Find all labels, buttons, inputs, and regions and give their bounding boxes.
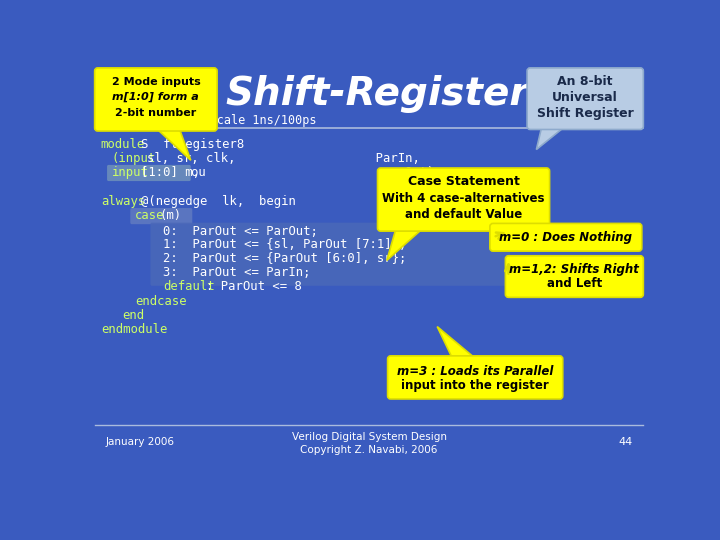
Text: 2:  ParOut <= {ParOut [6:0], sr};: 2: ParOut <= {ParOut [6:0], sr}; [163, 252, 406, 265]
FancyBboxPatch shape [150, 222, 510, 286]
FancyBboxPatch shape [107, 165, 191, 181]
FancyBboxPatch shape [490, 224, 642, 251]
Text: @(negedge  lk,  begin: @(negedge lk, begin [141, 195, 296, 208]
Text: m=3 : Loads its Parallel: m=3 : Loads its Parallel [397, 364, 554, 378]
Text: Copyright Z. Navabi, 2006: Copyright Z. Navabi, 2006 [300, 445, 438, 455]
Text: Shift-Register: Shift-Register [225, 75, 528, 113]
FancyBboxPatch shape [130, 208, 192, 224]
Text: January 2006: January 2006 [106, 437, 174, 447]
Text: m[1:0] form a: m[1:0] form a [112, 92, 199, 102]
Text: 44: 44 [618, 437, 632, 447]
Text: default: default [163, 280, 215, 293]
Text: (input: (input [112, 152, 156, 165]
Text: m=1,2: Shifts Right: m=1,2: Shifts Right [510, 263, 639, 276]
Text: With 4 case-alternatives: With 4 case-alternatives [382, 192, 545, 205]
Text: 1:  ParOut <= {sl, ParOut [7:1]};: 1: ParOut <= {sl, ParOut [7:1]}; [163, 239, 406, 252]
Text: case: case [135, 209, 164, 222]
FancyBboxPatch shape [387, 356, 563, 399]
Text: always: always [101, 195, 145, 208]
Text: An 8-bit: An 8-bit [557, 75, 613, 88]
Text: Verilog Digital System Design: Verilog Digital System Design [292, 433, 446, 442]
Text: endmodule: endmodule [101, 323, 167, 336]
Text: ou                         arOut);: ou arOut); [191, 166, 441, 179]
Text: 0:  ParOut <= ParOut;: 0: ParOut <= ParOut; [163, 225, 318, 238]
Text: `timescale 1ns/100ps: `timescale 1ns/100ps [174, 113, 316, 127]
FancyBboxPatch shape [377, 168, 549, 231]
Text: Universal: Universal [552, 91, 618, 104]
Polygon shape [387, 228, 423, 260]
Text: 3:  ParOut <= ParIn;: 3: ParOut <= ParIn; [163, 266, 310, 279]
Polygon shape [437, 327, 476, 359]
Text: Case Statement: Case Statement [408, 176, 520, 188]
Text: 2 Mode inputs: 2 Mode inputs [112, 77, 200, 87]
Text: and Left: and Left [546, 277, 602, 290]
FancyBboxPatch shape [94, 68, 217, 131]
Text: : ParOut <= 8: : ParOut <= 8 [206, 280, 302, 293]
FancyBboxPatch shape [505, 256, 644, 298]
Text: and default Value: and default Value [405, 208, 522, 221]
Text: [1:0] m,: [1:0] m, [141, 166, 200, 179]
Text: input: input [112, 166, 148, 179]
Text: end: end [122, 309, 145, 322]
FancyBboxPatch shape [527, 68, 644, 130]
Text: Shift Register: Shift Register [537, 107, 634, 120]
Text: 2-bit number: 2-bit number [115, 107, 197, 118]
Text: endcase: endcase [135, 295, 186, 308]
Text: (m): (m) [160, 209, 182, 222]
Polygon shape [156, 128, 191, 160]
FancyArrowPatch shape [505, 265, 512, 274]
Text: sl, sr, clk,                   ParIn,: sl, sr, clk, ParIn, [148, 152, 420, 165]
Text: S  ftRegister8: S ftRegister8 [141, 138, 244, 151]
Text: m=0 : Does Nothing: m=0 : Does Nothing [500, 231, 632, 244]
FancyArrowPatch shape [495, 233, 503, 239]
Text: module: module [101, 138, 145, 151]
Polygon shape [536, 126, 565, 150]
Text: input into the register: input into the register [401, 379, 549, 392]
